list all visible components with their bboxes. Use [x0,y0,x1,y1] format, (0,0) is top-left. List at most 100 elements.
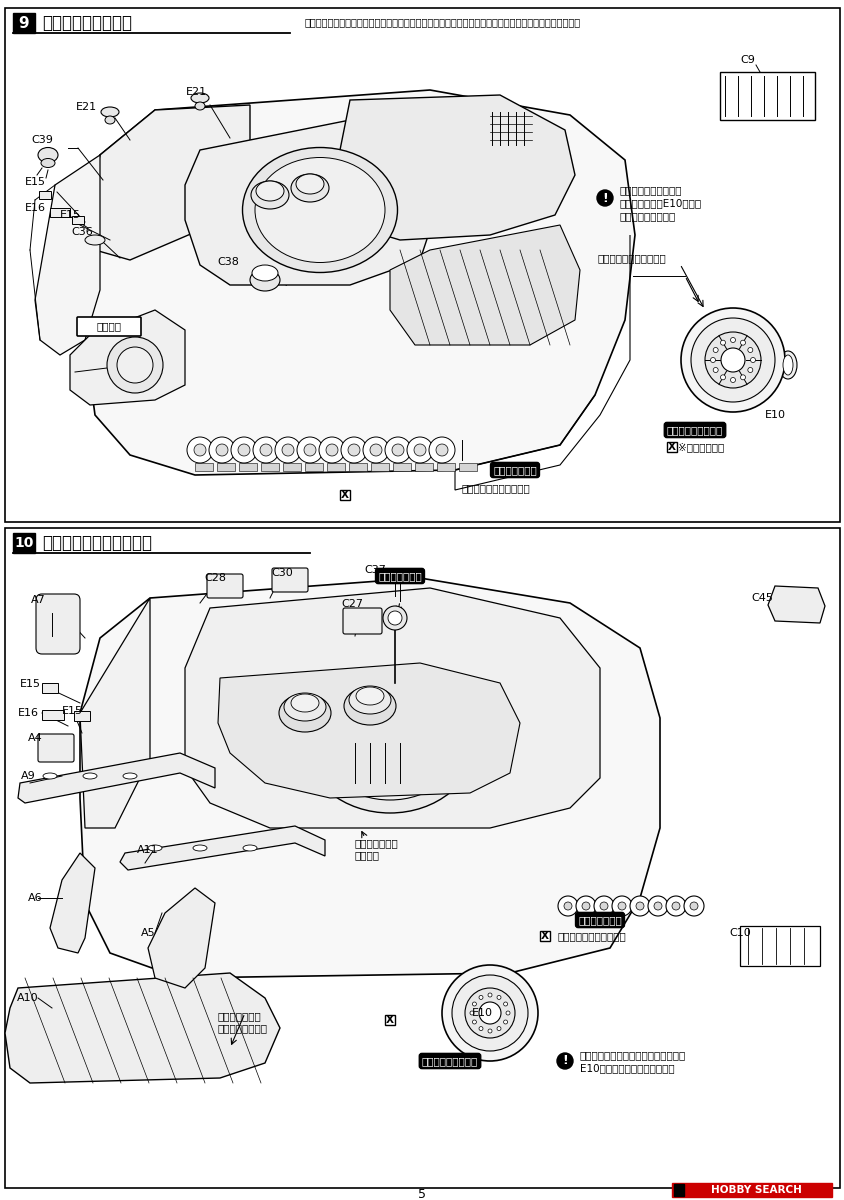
FancyBboxPatch shape [207,574,243,598]
Polygon shape [50,853,95,953]
Ellipse shape [290,174,328,202]
Text: スポットライト: スポットライト [377,571,421,581]
Text: 車体後部部品の取り付け: 車体後部部品の取り付け [42,534,152,552]
Ellipse shape [123,773,137,779]
Ellipse shape [252,265,278,281]
Text: E10: E10 [471,1008,492,1018]
Text: 9: 9 [19,16,30,30]
Text: E15: E15 [62,706,83,716]
Ellipse shape [242,148,397,272]
Text: E15: E15 [24,176,46,187]
Ellipse shape [105,116,115,124]
Circle shape [472,1002,476,1006]
Polygon shape [330,95,574,240]
Ellipse shape [251,181,289,209]
Text: ここに接着剤をつけます: ここに接着剤をつけます [598,253,666,263]
Circle shape [216,444,228,456]
Bar [195,463,213,470]
Circle shape [710,358,715,362]
Text: C27: C27 [341,599,363,608]
FancyBboxPatch shape [38,734,74,762]
Polygon shape [148,888,214,988]
Bar [436,463,454,470]
Ellipse shape [83,773,97,779]
Circle shape [630,896,649,916]
Circle shape [617,902,625,910]
Circle shape [712,367,717,372]
Text: アイドラーホイール: アイドラーホイール [421,1056,478,1066]
Text: C37: C37 [364,565,386,575]
Circle shape [488,1028,491,1033]
Text: アイドラーホイールが回転するように: アイドラーホイールが回転するように [579,1050,685,1060]
Circle shape [496,1026,500,1031]
Circle shape [597,190,612,206]
Bar [539,931,549,941]
Circle shape [407,437,432,463]
Text: C45: C45 [750,593,772,602]
Circle shape [107,337,163,392]
Circle shape [187,437,213,463]
Ellipse shape [255,157,385,263]
Circle shape [729,378,734,383]
FancyBboxPatch shape [343,608,381,634]
Polygon shape [35,155,100,355]
Circle shape [690,902,697,910]
Bar [72,216,84,224]
Text: E15: E15 [59,210,80,220]
Circle shape [503,1002,507,1006]
Bar [74,710,90,721]
Polygon shape [70,310,185,404]
Bar [239,463,257,470]
Circle shape [479,1002,500,1024]
Text: X: X [341,490,349,500]
Text: ※接着しません: ※接着しません [677,442,723,452]
Bar [5,8,839,522]
Text: C10: C10 [728,928,750,938]
Text: 10: 10 [14,536,34,550]
Polygon shape [390,226,579,346]
Text: 5: 5 [418,1188,425,1200]
Text: アイドラーホイール: アイドラーホイール [666,425,722,434]
Circle shape [469,1010,473,1015]
Polygon shape [18,754,214,803]
FancyBboxPatch shape [77,317,141,336]
FancyBboxPatch shape [272,568,307,592]
Bar [42,710,64,720]
Bar [5,528,839,1188]
Circle shape [304,444,316,456]
Bar [371,463,388,470]
Circle shape [712,348,717,353]
Text: A4: A4 [28,733,42,743]
Text: !: ! [561,1055,567,1068]
Circle shape [116,347,153,383]
Ellipse shape [41,158,55,168]
Text: A7: A7 [30,595,46,605]
Circle shape [296,437,322,463]
Text: A9: A9 [20,770,35,781]
Ellipse shape [256,181,284,200]
Circle shape [739,340,744,346]
Circle shape [479,1026,483,1031]
Ellipse shape [317,682,462,800]
Bar [327,463,344,470]
Text: 車体上部の取り付け: 車体上部の取り付け [42,14,132,32]
Circle shape [230,437,257,463]
Circle shape [387,611,402,625]
Bar [42,683,58,692]
Circle shape [593,896,614,916]
Circle shape [653,902,661,910]
Text: 接着せずに押し込みます: 接着せずに押し込みます [462,482,530,493]
Ellipse shape [43,773,57,779]
Bar [671,1183,831,1198]
Polygon shape [80,598,150,828]
Ellipse shape [284,692,326,721]
Circle shape [385,437,410,463]
Text: X: X [386,1015,393,1025]
Ellipse shape [778,350,796,379]
Circle shape [665,896,685,916]
Bar [385,1015,394,1025]
Circle shape [563,902,571,910]
Bar [50,208,70,217]
Text: ように注意します: ように注意します [218,1022,268,1033]
Text: A10: A10 [17,994,39,1003]
